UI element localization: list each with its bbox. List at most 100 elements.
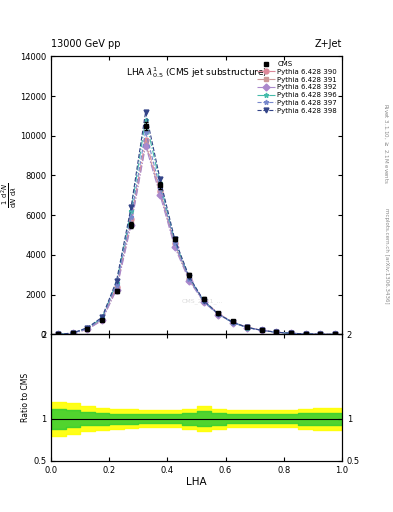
Pythia 6.428 390	[332, 331, 337, 337]
Pythia 6.428 396	[100, 315, 105, 321]
Pythia 6.428 392	[187, 278, 192, 284]
Pythia 6.428 392	[332, 331, 337, 337]
Pythia 6.428 391	[187, 276, 192, 283]
Pythia 6.428 390	[173, 240, 177, 246]
Pythia 6.428 390	[260, 327, 264, 333]
Pythia 6.428 397	[71, 330, 75, 336]
Pythia 6.428 390	[274, 329, 279, 335]
Pythia 6.428 396	[173, 238, 177, 244]
Pythia 6.428 396	[158, 180, 163, 186]
Pythia 6.428 392	[56, 331, 61, 337]
Pythia 6.428 398	[85, 325, 90, 331]
Pythia 6.428 398	[100, 314, 105, 321]
Pythia 6.428 392	[231, 319, 235, 326]
Legend: CMS, Pythia 6.428 390, Pythia 6.428 391, Pythia 6.428 392, Pythia 6.428 396, Pyt: CMS, Pythia 6.428 390, Pythia 6.428 391,…	[256, 60, 338, 115]
Pythia 6.428 391	[85, 326, 90, 332]
Pythia 6.428 396	[231, 319, 235, 326]
Line: Pythia 6.428 398: Pythia 6.428 398	[56, 110, 337, 337]
Pythia 6.428 392	[143, 143, 148, 149]
Pythia 6.428 398	[260, 327, 264, 333]
Pythia 6.428 391	[231, 319, 235, 326]
Pythia 6.428 396	[71, 330, 75, 336]
Pythia 6.428 390	[85, 326, 90, 332]
Pythia 6.428 397	[56, 331, 61, 337]
Pythia 6.428 396	[303, 331, 308, 337]
Pythia 6.428 397	[318, 331, 323, 337]
Y-axis label: Ratio to CMS: Ratio to CMS	[21, 373, 30, 422]
Pythia 6.428 390	[71, 330, 75, 336]
Pythia 6.428 391	[143, 141, 148, 147]
Pythia 6.428 398	[202, 297, 206, 304]
Pythia 6.428 397	[274, 329, 279, 335]
Pythia 6.428 396	[187, 275, 192, 281]
Pythia 6.428 398	[274, 329, 279, 335]
Pythia 6.428 397	[114, 282, 119, 288]
Pythia 6.428 397	[143, 129, 148, 135]
Pythia 6.428 396	[289, 330, 294, 336]
Pythia 6.428 396	[216, 311, 221, 317]
Pythia 6.428 392	[100, 317, 105, 324]
Text: mcplots.cern.ch [arXiv:1306.3436]: mcplots.cern.ch [arXiv:1306.3436]	[384, 208, 389, 304]
Pythia 6.428 391	[100, 317, 105, 323]
Pythia 6.428 398	[158, 177, 163, 183]
Line: Pythia 6.428 391: Pythia 6.428 391	[56, 141, 337, 337]
Pythia 6.428 391	[71, 330, 75, 336]
Text: Z+Jet: Z+Jet	[314, 38, 342, 49]
Pythia 6.428 396	[85, 325, 90, 331]
Pythia 6.428 391	[318, 331, 323, 337]
Pythia 6.428 390	[289, 330, 294, 336]
Pythia 6.428 392	[114, 287, 119, 293]
Pythia 6.428 391	[114, 286, 119, 292]
Pythia 6.428 390	[202, 297, 206, 304]
Pythia 6.428 392	[173, 244, 177, 250]
Pythia 6.428 391	[260, 327, 264, 333]
Pythia 6.428 396	[318, 331, 323, 337]
Pythia 6.428 391	[274, 329, 279, 335]
Text: LHA $\lambda^{1}_{0.5}$ (CMS jet substructure): LHA $\lambda^{1}_{0.5}$ (CMS jet substru…	[126, 65, 267, 79]
Text: Rivet 3.1.10, $\geq$ 2.1M events: Rivet 3.1.10, $\geq$ 2.1M events	[382, 103, 389, 184]
Pythia 6.428 397	[100, 316, 105, 322]
Pythia 6.428 392	[303, 331, 308, 337]
Pythia 6.428 397	[245, 325, 250, 331]
Pythia 6.428 398	[71, 330, 75, 336]
Pythia 6.428 398	[303, 331, 308, 337]
Pythia 6.428 397	[173, 240, 177, 246]
Pythia 6.428 392	[318, 331, 323, 337]
Pythia 6.428 390	[129, 216, 134, 222]
Pythia 6.428 392	[85, 326, 90, 332]
Pythia 6.428 391	[202, 298, 206, 305]
Text: 13000 GeV pp: 13000 GeV pp	[51, 38, 121, 49]
Pythia 6.428 391	[129, 220, 134, 226]
Pythia 6.428 398	[318, 331, 323, 337]
Pythia 6.428 392	[202, 299, 206, 305]
Pythia 6.428 392	[216, 311, 221, 317]
Pythia 6.428 397	[187, 275, 192, 282]
Line: Pythia 6.428 390: Pythia 6.428 390	[56, 137, 337, 337]
Pythia 6.428 390	[56, 331, 61, 337]
Pythia 6.428 390	[318, 331, 323, 337]
Pythia 6.428 398	[231, 319, 235, 326]
Pythia 6.428 397	[158, 185, 163, 191]
Pythia 6.428 397	[231, 319, 235, 326]
Pythia 6.428 398	[216, 311, 221, 317]
Pythia 6.428 398	[114, 278, 119, 284]
Pythia 6.428 390	[303, 331, 308, 337]
Pythia 6.428 397	[289, 330, 294, 336]
Pythia 6.428 397	[202, 298, 206, 305]
Y-axis label: $\frac{1}{\mathrm{d}N}\frac{\mathrm{d}^2N}{\mathrm{d}\lambda}$: $\frac{1}{\mathrm{d}N}\frac{\mathrm{d}^2…	[0, 183, 18, 208]
Pythia 6.428 396	[114, 280, 119, 286]
Pythia 6.428 390	[158, 188, 163, 195]
Pythia 6.428 396	[202, 298, 206, 304]
Pythia 6.428 392	[289, 330, 294, 336]
Pythia 6.428 391	[173, 242, 177, 248]
Pythia 6.428 398	[173, 236, 177, 242]
Pythia 6.428 390	[143, 137, 148, 143]
Pythia 6.428 390	[187, 275, 192, 282]
Pythia 6.428 397	[260, 327, 264, 333]
Pythia 6.428 391	[289, 330, 294, 336]
Pythia 6.428 396	[143, 117, 148, 123]
Pythia 6.428 391	[56, 331, 61, 337]
Pythia 6.428 390	[231, 319, 235, 325]
Pythia 6.428 396	[56, 331, 61, 337]
Pythia 6.428 391	[245, 325, 250, 331]
